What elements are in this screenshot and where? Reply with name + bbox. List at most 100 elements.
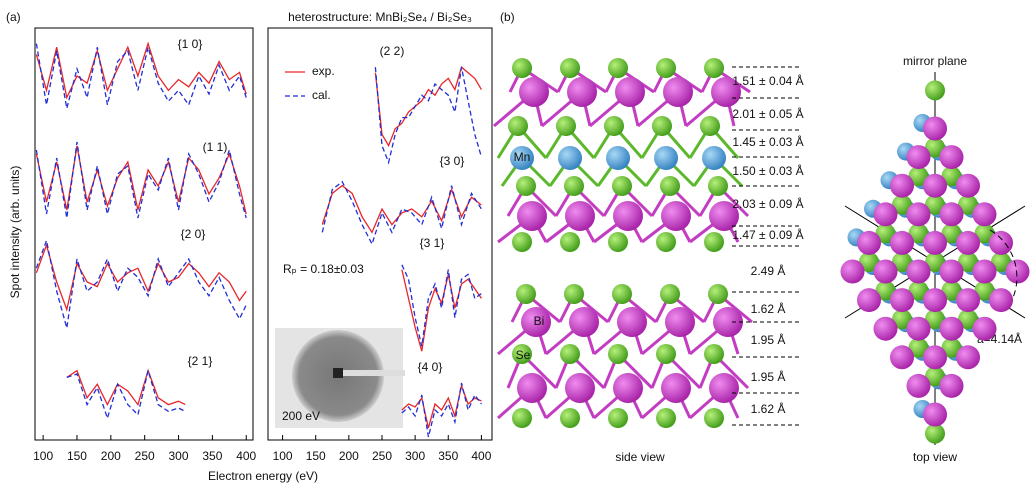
atom-se bbox=[608, 344, 628, 364]
atom-se bbox=[656, 232, 676, 252]
view-label: side view bbox=[615, 450, 665, 464]
atom-se bbox=[560, 232, 580, 252]
atom-bi bbox=[923, 117, 947, 141]
atom-bi bbox=[956, 231, 980, 255]
atom-bi bbox=[841, 260, 865, 284]
atom-se bbox=[708, 176, 728, 196]
layer-spacing: 2.49 Å bbox=[751, 263, 786, 278]
legend-label: cal. bbox=[312, 88, 331, 102]
atom-bi bbox=[907, 374, 931, 398]
x-tick-label: 350 bbox=[438, 449, 458, 463]
beam-label: {4 0} bbox=[418, 360, 443, 374]
atom-se bbox=[704, 232, 724, 252]
atom-bi bbox=[615, 77, 645, 107]
layer-spacing: 1.47 ± 0.09 Å bbox=[732, 227, 803, 242]
atom-se bbox=[704, 408, 724, 428]
atom-se bbox=[700, 116, 720, 136]
atom-se bbox=[604, 116, 624, 136]
atom-bi bbox=[973, 317, 997, 341]
layer-spacing: 1.50 ± 0.03 Å bbox=[732, 163, 803, 178]
x-axis-label: Electron energy (eV) bbox=[208, 469, 318, 483]
layer-spacing: 1.62 Å bbox=[751, 301, 786, 316]
layer-spacing: 1.45 ± 0.03 Å bbox=[732, 134, 803, 149]
view-label: top view bbox=[913, 450, 957, 464]
atom-bi bbox=[940, 202, 964, 226]
atom-bi bbox=[923, 288, 947, 312]
atom-se bbox=[560, 58, 580, 78]
atom-label: Bi bbox=[534, 314, 545, 328]
x-tick-label: 150 bbox=[306, 449, 326, 463]
x-tick-label: 100 bbox=[273, 449, 293, 463]
atom-bi bbox=[661, 201, 691, 231]
atom-se bbox=[704, 344, 724, 364]
atom-bi bbox=[713, 307, 743, 337]
iv-curve bbox=[36, 245, 246, 309]
atom-bi bbox=[940, 317, 964, 341]
atom-bi bbox=[890, 288, 914, 312]
atom-bi bbox=[956, 345, 980, 369]
atom-se bbox=[512, 232, 532, 252]
atom-se bbox=[608, 408, 628, 428]
atom-bi bbox=[923, 403, 947, 427]
atom-mn bbox=[606, 146, 630, 170]
x-tick-label: 300 bbox=[169, 449, 189, 463]
x-tick-label: 250 bbox=[372, 449, 392, 463]
atom-bi bbox=[565, 201, 595, 231]
layer-spacing: 1.62 Å bbox=[751, 401, 786, 416]
mirror-label: mirror plane bbox=[903, 54, 967, 68]
atom-bi bbox=[565, 373, 595, 403]
atom-label: Se bbox=[516, 348, 531, 362]
atom-se bbox=[656, 58, 676, 78]
atom-mn bbox=[558, 146, 582, 170]
atom-se bbox=[608, 232, 628, 252]
atom-bi bbox=[940, 374, 964, 398]
atom-bi bbox=[989, 288, 1013, 312]
atom-se bbox=[508, 116, 528, 136]
figure: (a) heterostructure: MnBi₂Se₄ / Bi₂Se₃ S… bbox=[0, 0, 1034, 485]
inset-label: 200 eV bbox=[282, 409, 320, 423]
atom-bi bbox=[907, 260, 931, 284]
atom-bi bbox=[973, 202, 997, 226]
iv-curve bbox=[67, 371, 186, 405]
x-tick-label: 350 bbox=[202, 449, 222, 463]
atom-bi bbox=[661, 373, 691, 403]
layer-spacing: 2.01 ± 0.05 Å bbox=[732, 106, 803, 121]
x-tick-label: 200 bbox=[339, 449, 359, 463]
x-tick-label: 250 bbox=[135, 449, 155, 463]
x-tick-label: 150 bbox=[67, 449, 87, 463]
atom-bi bbox=[569, 307, 599, 337]
x-tick-label: 400 bbox=[471, 449, 491, 463]
panel-label: (a) bbox=[6, 10, 21, 24]
atom-bi bbox=[517, 373, 547, 403]
atom-mn bbox=[654, 146, 678, 170]
atom-bi bbox=[890, 174, 914, 198]
atom-se bbox=[612, 176, 632, 196]
atom-bi bbox=[989, 231, 1013, 255]
atom-se bbox=[564, 284, 584, 304]
atom-bi bbox=[857, 288, 881, 312]
panel-label: (b) bbox=[500, 10, 515, 24]
iv-curve bbox=[36, 44, 246, 109]
atom-bi bbox=[517, 201, 547, 231]
atom-se bbox=[564, 176, 584, 196]
atom-bi bbox=[907, 317, 931, 341]
atom-bi bbox=[874, 260, 898, 284]
atom-se bbox=[925, 424, 945, 444]
atom-bi bbox=[874, 317, 898, 341]
atom-se bbox=[608, 58, 628, 78]
legend-label: exp. bbox=[312, 64, 335, 78]
atom-bi bbox=[956, 174, 980, 198]
atom-se bbox=[660, 176, 680, 196]
beam-label: (2 2) bbox=[380, 44, 405, 58]
atom-bi bbox=[709, 373, 739, 403]
iv-curve bbox=[36, 44, 246, 98]
atom-se bbox=[512, 408, 532, 428]
layer-spacing: 1.95 Å bbox=[751, 369, 786, 384]
atom-bi bbox=[613, 201, 643, 231]
iv-curve bbox=[36, 241, 246, 328]
atom-se bbox=[652, 116, 672, 136]
iv-curve bbox=[375, 67, 481, 162]
x-tick-label: 200 bbox=[101, 449, 121, 463]
iv-curve bbox=[402, 265, 482, 347]
layer-spacing: 2.03 ± 0.09 Å bbox=[732, 196, 803, 211]
